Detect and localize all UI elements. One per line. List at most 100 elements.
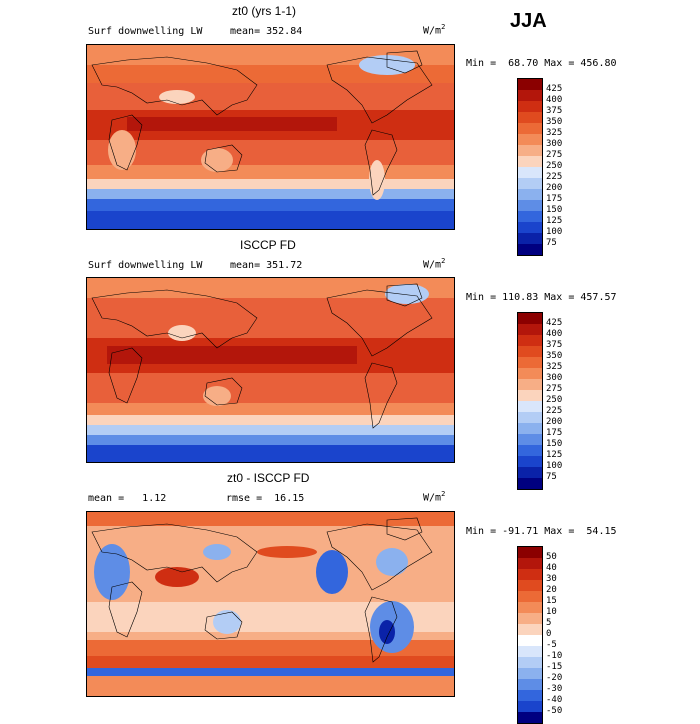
colorbar-tick-label: 100	[546, 461, 563, 471]
colorbar-segment	[518, 324, 542, 335]
colorbar-segment	[518, 357, 542, 368]
season-label: JJA	[510, 10, 547, 32]
panel-1-minmax: Min = 68.70 Max = 456.80	[466, 58, 617, 69]
panel-2-colorbar	[517, 312, 543, 490]
colorbar-tick-label: -5	[546, 640, 557, 650]
colorbar-segment	[518, 547, 542, 558]
colorbar-tick-label: 40	[546, 563, 557, 573]
colorbar-segment	[518, 467, 542, 478]
colorbar-segment	[518, 635, 542, 646]
panel-1-title: zt0 (yrs 1-1)	[232, 4, 297, 18]
colorbar-segment	[518, 390, 542, 401]
colorbar-segment	[518, 591, 542, 602]
colorbar-tick-label: -20	[546, 673, 563, 683]
panel-3-units: W/m2	[423, 490, 446, 504]
panel-3-map	[86, 511, 455, 697]
colorbar-segment	[518, 690, 542, 701]
colorbar-segment	[518, 211, 542, 222]
colorbar-segment	[518, 679, 542, 690]
colorbar-tick-label: 375	[546, 340, 563, 350]
colorbar-segment	[518, 569, 542, 580]
colorbar-segment	[518, 79, 542, 90]
panel-3-colorbar-labels: 50 40 30 20 15 10 5 0 -5 -10 -15 -20 -30…	[546, 552, 562, 717]
colorbar-tick-label: -15	[546, 662, 563, 672]
colorbar-tick-label: 400	[546, 95, 563, 105]
colorbar-tick-label: 300	[546, 139, 563, 149]
colorbar-tick-label: 125	[546, 450, 563, 460]
colorbar-tick-label: -30	[546, 684, 563, 694]
colorbar-segment	[518, 313, 542, 324]
colorbar-tick-label: 150	[546, 439, 563, 449]
colorbar-tick-label: 200	[546, 183, 563, 193]
colorbar-tick-label: 30	[546, 574, 557, 584]
colorbar-tick-label: 350	[546, 117, 563, 127]
panel-2-mean-label: mean= 351.72	[230, 260, 303, 271]
colorbar-tick-label: 10	[546, 607, 557, 617]
colorbar-segment	[518, 167, 542, 178]
panel-2-map	[86, 277, 455, 463]
colorbar-segment	[518, 178, 542, 189]
panel-1-colorbar-labels: 425 400 375 350 325 300 275 250 225 200 …	[546, 84, 562, 249]
colorbar-segment	[518, 335, 542, 346]
colorbar-tick-label: 200	[546, 417, 563, 427]
colorbar-segment	[518, 189, 542, 200]
colorbar-segment	[518, 624, 542, 635]
panel-3-minmax: Min = -91.71 Max = 54.15	[466, 526, 617, 537]
colorbar-tick-label: 375	[546, 106, 563, 116]
panel-1-mean-label: mean= 352.84	[230, 26, 303, 37]
colorbar-segment	[518, 646, 542, 657]
colorbar-tick-label: 20	[546, 585, 557, 595]
colorbar-segment	[518, 112, 542, 123]
colorbar-segment	[518, 701, 542, 712]
colorbar-segment	[518, 233, 542, 244]
colorbar-tick-label: 225	[546, 172, 563, 182]
colorbar-tick-label: 100	[546, 227, 563, 237]
colorbar-segment	[518, 478, 542, 489]
colorbar-tick-label: 75	[546, 238, 557, 248]
colorbar-segment	[518, 434, 542, 445]
colorbar-tick-label: 400	[546, 329, 563, 339]
colorbar-segment	[518, 90, 542, 101]
colorbar-segment	[518, 580, 542, 591]
colorbar-tick-label: 5	[546, 618, 552, 628]
panel-2-variable-label: Surf downwelling LW	[88, 260, 203, 271]
colorbar-segment	[518, 156, 542, 167]
colorbar-segment	[518, 101, 542, 112]
colorbar-segment	[518, 657, 542, 668]
colorbar-tick-label: 275	[546, 384, 563, 394]
panel-2-title: ISCCP FD	[240, 238, 296, 252]
colorbar-segment	[518, 379, 542, 390]
colorbar-tick-label: 175	[546, 194, 563, 204]
colorbar-segment	[518, 712, 542, 723]
colorbar-segment	[518, 401, 542, 412]
colorbar-segment	[518, 456, 542, 467]
colorbar-tick-label: 150	[546, 205, 563, 215]
colorbar-tick-label: 325	[546, 362, 563, 372]
colorbar-segment	[518, 145, 542, 156]
colorbar-segment	[518, 613, 542, 624]
colorbar-tick-label: 50	[546, 552, 557, 562]
colorbar-tick-label: 250	[546, 161, 563, 171]
colorbar-segment	[518, 558, 542, 569]
colorbar-segment	[518, 123, 542, 134]
colorbar-segment	[518, 222, 542, 233]
colorbar-tick-label: -50	[546, 706, 563, 716]
colorbar-tick-label: 300	[546, 373, 563, 383]
colorbar-tick-label: 425	[546, 318, 563, 328]
colorbar-tick-label: -10	[546, 651, 563, 661]
colorbar-tick-label: 250	[546, 395, 563, 405]
colorbar-tick-label: 125	[546, 216, 563, 226]
colorbar-segment	[518, 668, 542, 679]
colorbar-segment	[518, 244, 542, 255]
panel-1-variable-label: Surf downwelling LW	[88, 26, 203, 37]
colorbar-tick-label: 225	[546, 406, 563, 416]
colorbar-segment	[518, 346, 542, 357]
colorbar-segment	[518, 200, 542, 211]
panel-3-title: zt0 - ISCCP FD	[227, 471, 310, 485]
colorbar-segment	[518, 134, 542, 145]
panel-2-minmax: Min = 110.83 Max = 457.57	[466, 292, 617, 303]
panel-1-colorbar	[517, 78, 543, 256]
colorbar-tick-label: 75	[546, 472, 557, 482]
panel-3-rmse-label: rmse = 16.15	[226, 493, 305, 504]
panel-3-colorbar	[517, 546, 543, 724]
